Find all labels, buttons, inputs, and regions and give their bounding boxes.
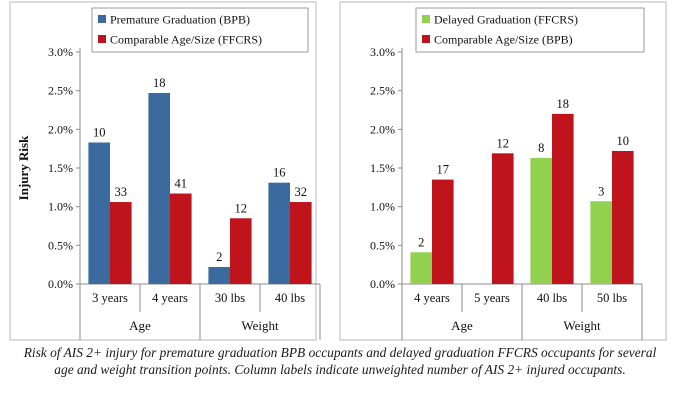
figure-caption: Risk of AIS 2+ injury for premature grad… <box>23 345 657 377</box>
bar <box>492 153 514 284</box>
y-tick-label: 0.0% <box>370 277 395 291</box>
y-tick-label: 0.5% <box>48 238 73 252</box>
x-group-label: Weight <box>241 318 279 333</box>
chart-panel-1: 0.0% 0.5% 1.0% 1.5% 2.0% 2.5% 3.0% 3 years 4 yea… <box>9 1 321 341</box>
y-tick-label: 0.5% <box>370 238 395 252</box>
bar <box>590 201 612 284</box>
bar-data-label: 18 <box>557 97 570 111</box>
bar <box>170 193 192 284</box>
x-group-label: Age <box>129 318 151 333</box>
bar-data-label: 32 <box>295 185 308 199</box>
x-tick-label: 50 lbs <box>597 291 627 305</box>
bar-data-label: 12 <box>497 136 510 150</box>
y-tick-label: 2.5% <box>370 84 395 98</box>
bar <box>552 113 574 284</box>
x-group-label: Weight <box>563 318 601 333</box>
y-axis-title: Injury Risk <box>16 135 31 200</box>
chart-panel-2: 0.0% 0.5% 1.0% 1.5% 2.0% 2.5% 3.0% 4 years 5 yea… <box>339 1 667 341</box>
bar-data-label: 33 <box>115 185 128 199</box>
bar <box>230 218 252 284</box>
legend-label: Comparable Age/Size (BPB) <box>434 33 573 47</box>
legend-swatch <box>98 15 106 23</box>
chart-frame <box>339 1 667 341</box>
y-tick-label: 2.0% <box>48 122 73 136</box>
y-tick-label: 2.0% <box>370 122 395 136</box>
bar-data-label: 17 <box>437 163 450 177</box>
y-tick-label: 1.5% <box>370 161 395 175</box>
bar <box>432 179 454 284</box>
bar-data-label: 41 <box>175 177 188 191</box>
y-tick-label: 1.0% <box>370 200 395 214</box>
y-tick-label: 2.5% <box>48 84 73 98</box>
bar-data-label: 16 <box>273 166 286 180</box>
bar <box>110 202 132 284</box>
x-tick-label: 30 lbs <box>215 291 245 305</box>
bar <box>612 150 634 284</box>
legend-label: Delayed Graduation (FFCRS) <box>434 13 578 27</box>
bar-data-label: 2 <box>216 250 222 264</box>
legend-box <box>91 7 309 53</box>
x-tick-label: 4 years <box>414 291 450 305</box>
bar-data-label: 8 <box>538 141 544 155</box>
x-tick-label: 4 years <box>152 291 188 305</box>
bar-data-label: 3 <box>598 184 604 198</box>
x-group-label: Age <box>451 318 473 333</box>
bar-data-label: 10 <box>617 134 630 148</box>
legend-swatch <box>422 35 430 43</box>
y-tick-label: 3.0% <box>370 45 395 59</box>
y-tick-label: 3.0% <box>48 45 73 59</box>
bar <box>88 142 110 284</box>
bar <box>410 252 432 284</box>
y-tick-label: 1.5% <box>48 161 73 175</box>
x-tick-label: 5 years <box>474 291 510 305</box>
y-tick-label: 1.0% <box>48 200 73 214</box>
legend-box <box>415 7 645 53</box>
chart-frame <box>9 1 317 341</box>
legend-label: Premature Graduation (BPB) <box>110 13 250 27</box>
y-tick-label: 0.0% <box>48 277 73 291</box>
bar <box>268 182 290 284</box>
legend-swatch <box>422 15 430 23</box>
bar <box>148 92 170 284</box>
legend-label: Comparable Age/Size (FFCRS) <box>110 33 262 47</box>
bar <box>530 157 552 284</box>
bar-data-label: 10 <box>93 125 106 139</box>
bar-data-label: 12 <box>235 201 248 215</box>
bar-data-label: 2 <box>418 235 424 249</box>
bar-data-label: 18 <box>153 76 166 90</box>
bar <box>290 202 312 284</box>
x-tick-label: 40 lbs <box>275 291 305 305</box>
x-tick-label: 3 years <box>92 291 128 305</box>
bar <box>208 266 230 284</box>
legend-swatch <box>98 35 106 43</box>
x-tick-label: 40 lbs <box>537 291 567 305</box>
